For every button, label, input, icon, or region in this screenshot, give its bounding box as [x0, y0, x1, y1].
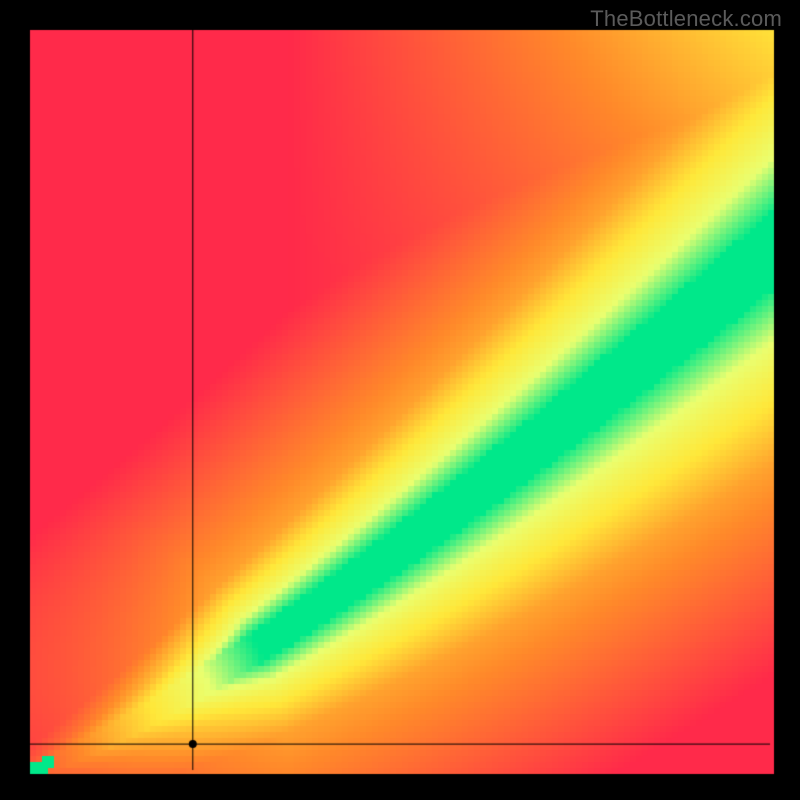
watermark-text: TheBottleneck.com — [590, 6, 782, 32]
heatmap-canvas — [0, 0, 800, 800]
chart-container: TheBottleneck.com — [0, 0, 800, 800]
